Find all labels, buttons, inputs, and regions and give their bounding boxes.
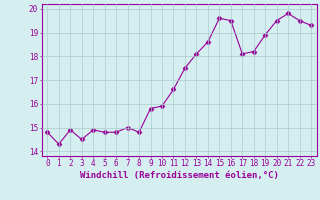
- X-axis label: Windchill (Refroidissement éolien,°C): Windchill (Refroidissement éolien,°C): [80, 171, 279, 180]
